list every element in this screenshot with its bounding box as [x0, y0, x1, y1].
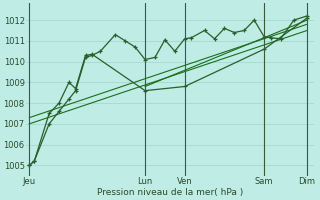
X-axis label: Pression niveau de la mer( hPa ): Pression niveau de la mer( hPa ): [97, 188, 243, 197]
